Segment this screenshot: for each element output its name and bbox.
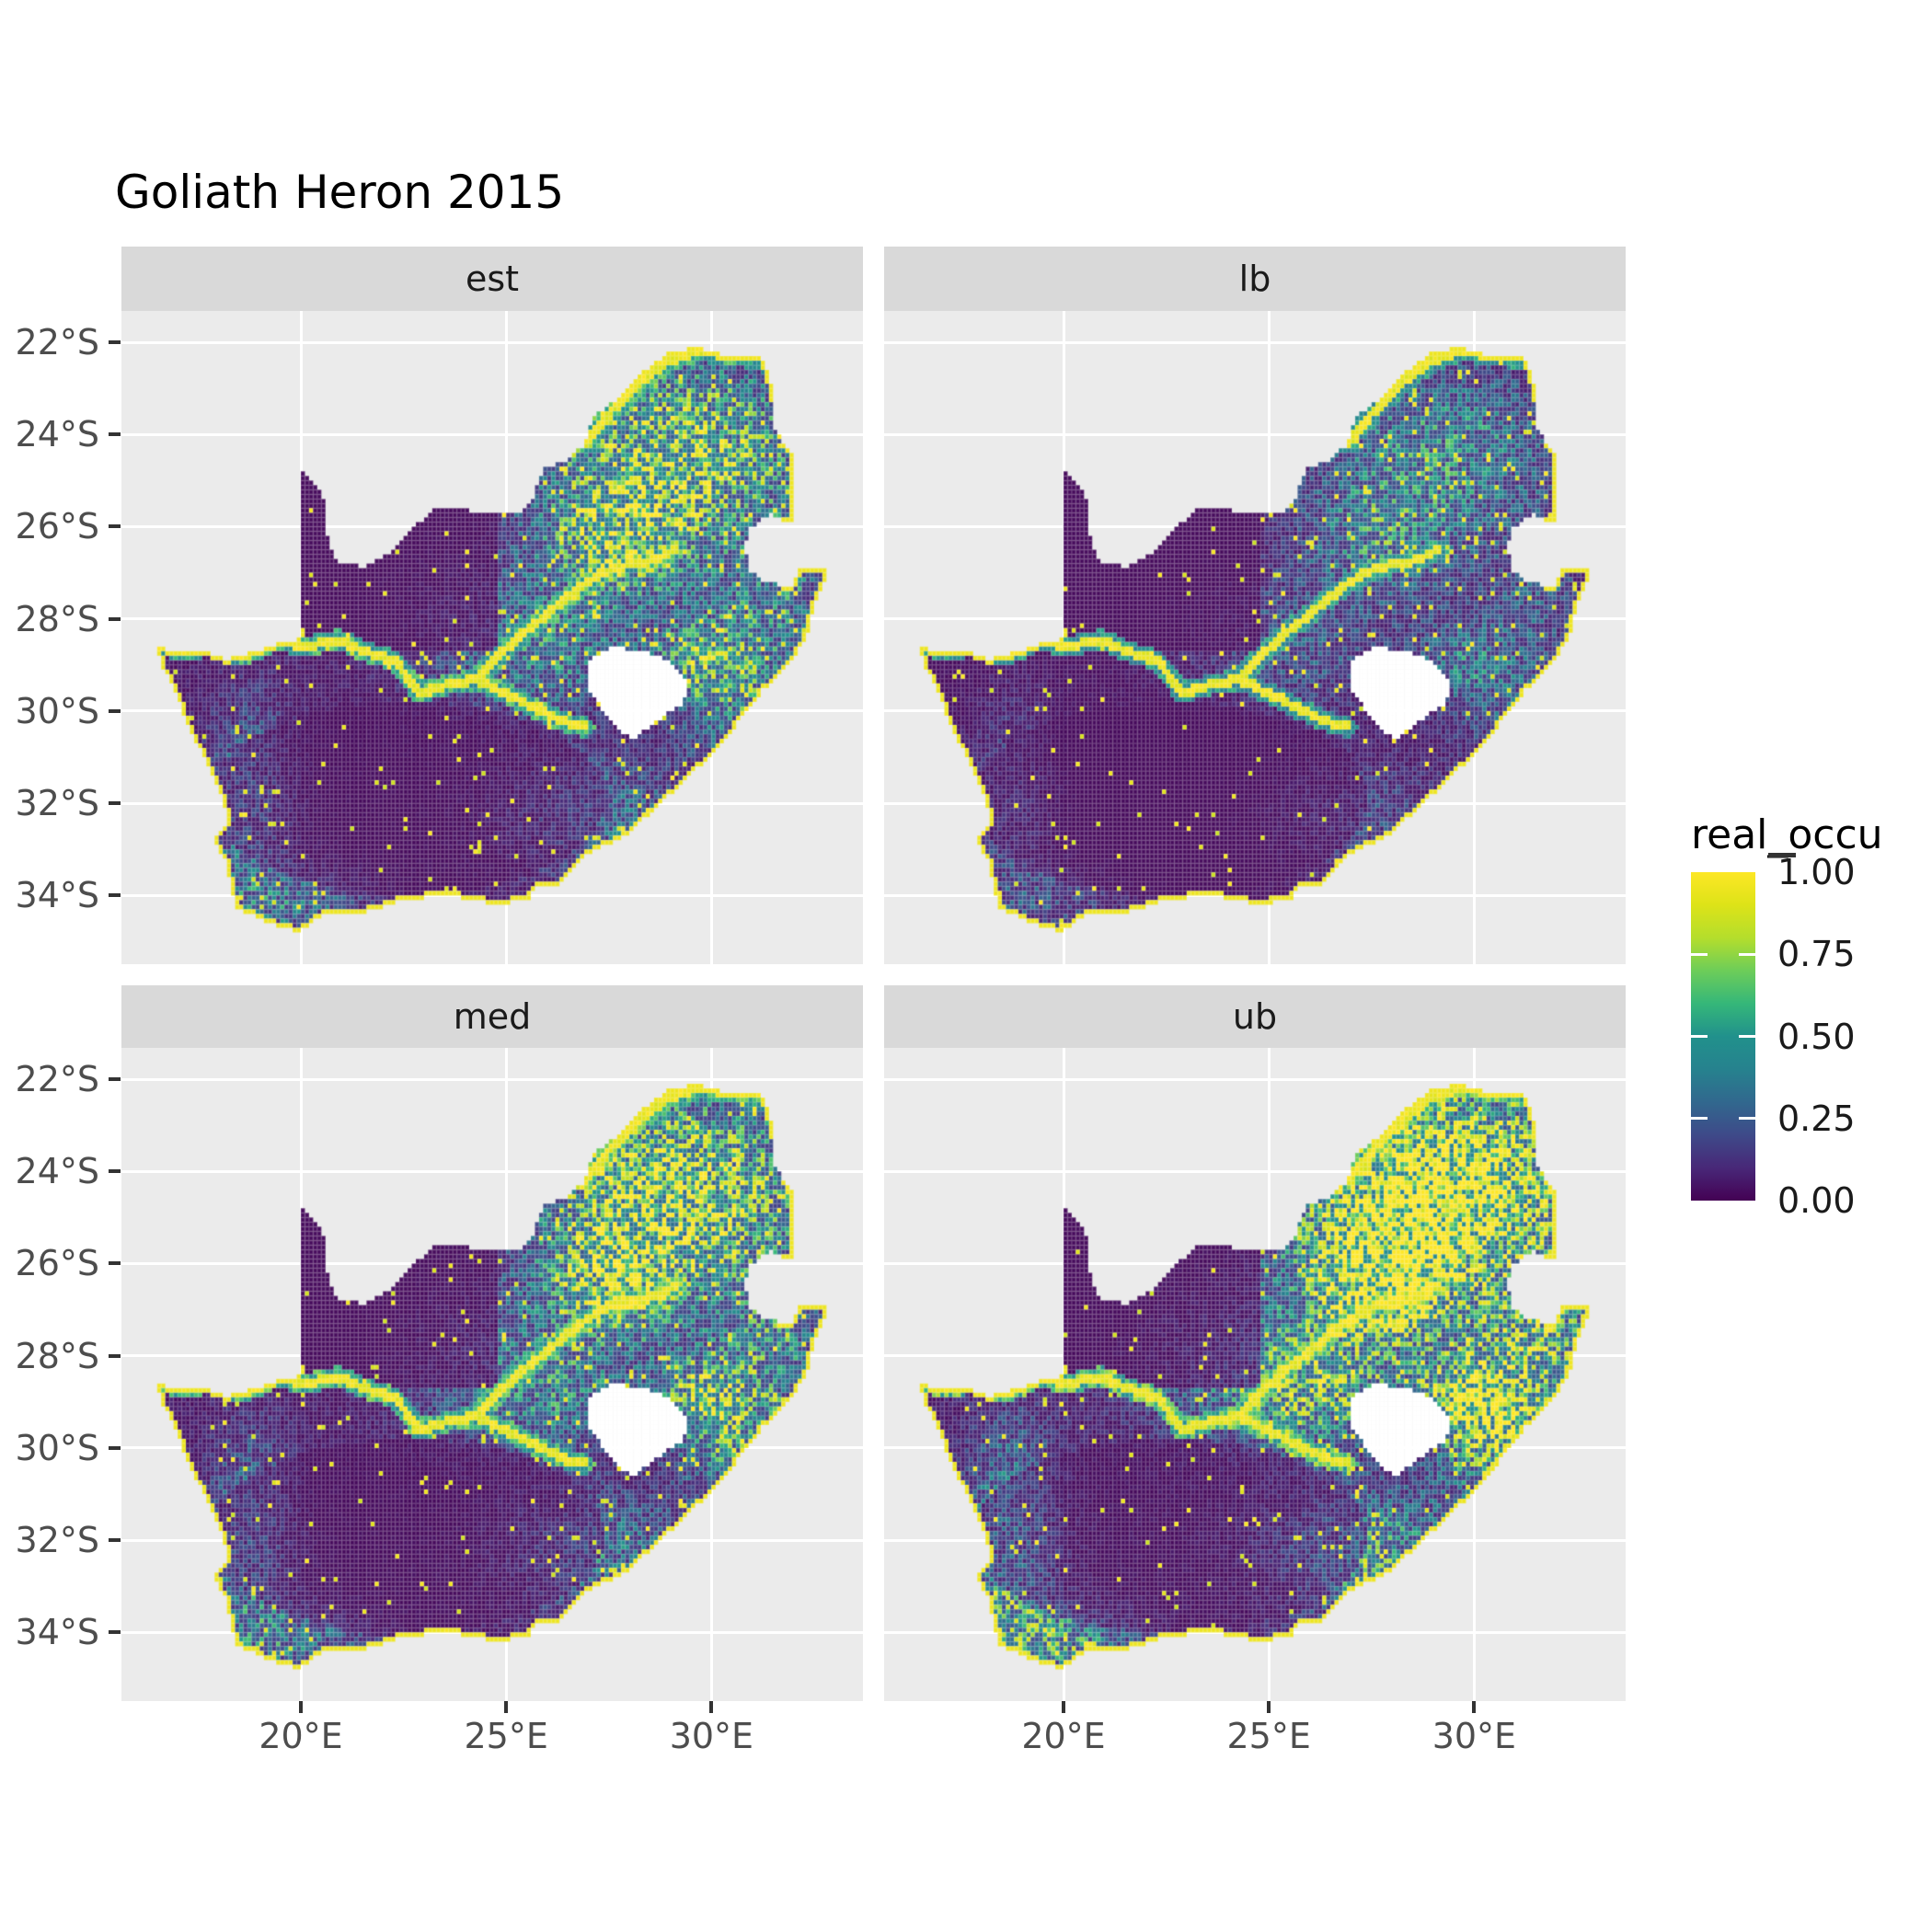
map-panel-lb (884, 311, 1626, 964)
y-axis-tick (109, 1077, 121, 1081)
facet-strip-lb: lb (884, 247, 1626, 311)
occupancy-raster-est (121, 311, 863, 964)
x-axis-tick (299, 1701, 303, 1713)
y-axis-tick (109, 432, 121, 437)
y-axis-label: 28°S (15, 1335, 99, 1376)
y-axis-tick (109, 708, 121, 713)
legend-label: 0.50 (1777, 1016, 1856, 1057)
legend-label: 0.00 (1777, 1180, 1856, 1221)
legend-top-tick (1768, 853, 1796, 857)
y-axis-tick (109, 1261, 121, 1266)
occupancy-raster-med (121, 1048, 863, 1701)
y-axis-tick (109, 893, 121, 898)
legend-tick (1739, 952, 1755, 956)
x-axis-label: 20°E (1021, 1716, 1106, 1756)
x-axis-label: 25°E (1226, 1716, 1311, 1756)
legend-label: 1.00 (1777, 852, 1856, 892)
y-axis-label: 26°S (15, 506, 99, 547)
y-axis-tick (109, 616, 121, 621)
y-axis-label: 30°S (15, 690, 99, 731)
facet-strip-label: lb (1238, 259, 1271, 299)
x-axis-label: 30°E (1432, 1716, 1517, 1756)
y-axis-tick (109, 340, 121, 344)
occupancy-raster-ub (884, 1048, 1626, 1701)
x-axis-label: 20°E (259, 1716, 343, 1756)
plot-title: Goliath Heron 2015 (115, 166, 565, 219)
x-axis-tick (1062, 1701, 1065, 1713)
y-axis-tick (109, 1353, 121, 1358)
facet-strip-label: med (453, 996, 532, 1037)
y-axis-label: 32°S (15, 783, 99, 824)
x-axis-tick (1267, 1701, 1271, 1713)
y-axis-tick (109, 801, 121, 806)
y-axis-label: 24°S (15, 414, 99, 455)
legend-tick (1739, 1035, 1755, 1038)
legend-tick (1691, 952, 1708, 956)
y-axis-label: 24°S (15, 1151, 99, 1192)
y-axis-tick (109, 524, 121, 529)
y-axis-label: 22°S (15, 322, 99, 362)
y-axis-label: 26°S (15, 1243, 99, 1284)
facet-strip-label: ub (1232, 996, 1278, 1037)
y-axis-tick (109, 1630, 121, 1635)
x-axis-label: 25°E (464, 1716, 548, 1756)
x-axis-tick (709, 1701, 714, 1713)
y-axis-label: 34°S (15, 875, 99, 916)
y-axis-label: 32°S (15, 1520, 99, 1561)
x-axis-tick (1472, 1701, 1477, 1713)
x-axis-tick (504, 1701, 509, 1713)
legend-label: 0.25 (1777, 1098, 1856, 1139)
y-axis-tick (109, 1445, 121, 1450)
occupancy-raster-lb (884, 311, 1626, 964)
facet-strip-label: est (465, 259, 520, 299)
y-axis-label: 34°S (15, 1612, 99, 1653)
legend-tick (1691, 1035, 1708, 1038)
legend-tick (1691, 1117, 1708, 1121)
map-panel-est (121, 311, 863, 964)
y-axis-tick (109, 1538, 121, 1543)
facet-strip-est: est (121, 247, 863, 311)
y-axis-label: 30°S (15, 1427, 99, 1468)
facet-strip-med: med (121, 985, 863, 1048)
facet-strip-ub: ub (884, 985, 1626, 1048)
x-axis-label: 30°E (669, 1716, 754, 1756)
legend-title: real_occu (1691, 811, 1883, 858)
y-axis-tick (109, 1169, 121, 1174)
legend-tick (1739, 1117, 1755, 1121)
map-panel-ub (884, 1048, 1626, 1701)
y-axis-label: 22°S (15, 1059, 99, 1099)
map-panel-med (121, 1048, 863, 1701)
y-axis-label: 28°S (15, 598, 99, 639)
legend-label: 0.75 (1777, 934, 1856, 975)
